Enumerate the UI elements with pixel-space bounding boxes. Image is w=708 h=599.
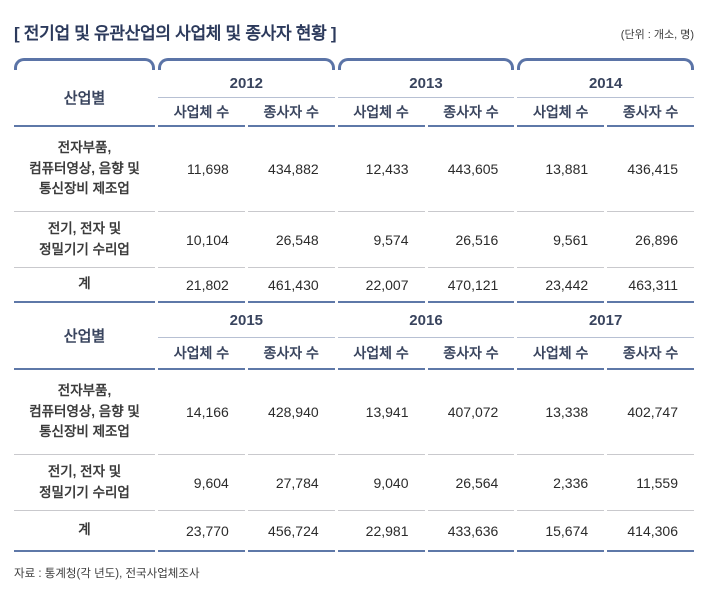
- row-label: 전기, 전자 및 정밀기기 수리업: [14, 455, 155, 511]
- value-cell: 9,561: [517, 212, 605, 268]
- subheader-businesses: 사업체 수: [337, 338, 425, 370]
- year-header: 2015: [158, 303, 335, 338]
- value-cell: 26,548: [247, 212, 335, 268]
- row-label: 전자부품, 컴퓨터영상, 음향 및 통신장비 제조업: [14, 127, 155, 212]
- subheader-businesses: 사업체 수: [337, 98, 425, 127]
- value-cell: 443,605: [427, 127, 515, 212]
- subheader-workers: 종사자 수: [607, 338, 694, 370]
- subheader-businesses: 사업체 수: [517, 98, 605, 127]
- value-cell: 11,559: [607, 455, 694, 511]
- subheader-workers: 종사자 수: [247, 98, 335, 127]
- value-cell: 461,430: [247, 268, 335, 303]
- value-cell: 10,104: [158, 212, 245, 268]
- value-cell: 22,981: [337, 511, 425, 552]
- subheader-businesses: 사업체 수: [517, 338, 605, 370]
- value-cell: 15,674: [517, 511, 605, 552]
- subheader-workers: 종사자 수: [607, 98, 694, 127]
- value-cell: 13,941: [337, 370, 425, 455]
- brace-segment: [337, 58, 515, 70]
- value-cell: 434,882: [247, 127, 335, 212]
- value-cell: 26,564: [427, 455, 515, 511]
- value-cell: 414,306: [607, 511, 694, 552]
- value-cell: 9,604: [158, 455, 245, 511]
- subheader-workers: 종사자 수: [247, 338, 335, 370]
- table-section-2015-2017: 산업별 2015 2016 2017 사업체 수 종사자 수 사업체 수 종사자…: [14, 303, 694, 552]
- subheader-businesses: 사업체 수: [158, 98, 245, 127]
- value-cell: 436,415: [607, 127, 694, 212]
- value-cell: 13,338: [517, 370, 605, 455]
- value-cell: 13,881: [517, 127, 605, 212]
- page-title: [ 전기업 및 유관산업의 사업체 및 종사자 현황 ]: [14, 24, 337, 43]
- value-cell: 470,121: [427, 268, 515, 303]
- statistics-report-page: [ 전기업 및 유관산업의 사업체 및 종사자 현황 ] (단위 : 개소, 명…: [14, 14, 694, 580]
- year-header: 2017: [517, 303, 694, 338]
- value-cell: 433,636: [427, 511, 515, 552]
- year-header: 2016: [337, 303, 515, 338]
- value-cell: 9,574: [337, 212, 425, 268]
- source-note: 자료 : 통계청(각 년도), 전국사업체조사: [14, 568, 200, 580]
- subheader-workers: 종사자 수: [427, 338, 515, 370]
- value-cell: 11,698: [158, 127, 245, 212]
- total-row-label: 계: [14, 268, 155, 303]
- brace-segment: [158, 58, 335, 70]
- value-cell: 407,072: [427, 370, 515, 455]
- value-cell: 23,770: [158, 511, 245, 552]
- value-cell: 12,433: [337, 127, 425, 212]
- total-row-label: 계: [14, 511, 155, 552]
- value-cell: 26,896: [607, 212, 694, 268]
- brace-segment: [14, 58, 155, 70]
- value-cell: 428,940: [247, 370, 335, 455]
- value-cell: 22,007: [337, 268, 425, 303]
- industry-column-header: 산업별: [14, 70, 155, 127]
- value-cell: 26,516: [427, 212, 515, 268]
- value-cell: 23,442: [517, 268, 605, 303]
- year-header: 2014: [517, 70, 694, 98]
- title-bar: [ 전기업 및 유관산업의 사업체 및 종사자 현황 ] (단위 : 개소, 명…: [14, 14, 694, 44]
- value-cell: 456,724: [247, 511, 335, 552]
- row-label: 전기, 전자 및 정밀기기 수리업: [14, 212, 155, 268]
- subheader-businesses: 사업체 수: [158, 338, 245, 370]
- row-label: 전자부품, 컴퓨터영상, 음향 및 통신장비 제조업: [14, 370, 155, 455]
- table-top-brace-decoration: [14, 58, 694, 70]
- value-cell: 14,166: [158, 370, 245, 455]
- value-cell: 402,747: [607, 370, 694, 455]
- industry-column-header: 산업별: [14, 303, 155, 370]
- subheader-workers: 종사자 수: [427, 98, 515, 127]
- value-cell: 21,802: [158, 268, 245, 303]
- unit-note: (단위 : 개소, 명): [620, 29, 694, 41]
- value-cell: 27,784: [247, 455, 335, 511]
- value-cell: 9,040: [337, 455, 425, 511]
- year-header: 2012: [158, 70, 335, 98]
- table-section-2012-2014: 산업별 2012 2013 2014 사업체 수 종사자 수 사업체 수 종사자…: [14, 70, 694, 303]
- value-cell: 463,311: [607, 268, 694, 303]
- value-cell: 2,336: [517, 455, 605, 511]
- brace-segment: [517, 58, 694, 70]
- year-header: 2013: [337, 70, 515, 98]
